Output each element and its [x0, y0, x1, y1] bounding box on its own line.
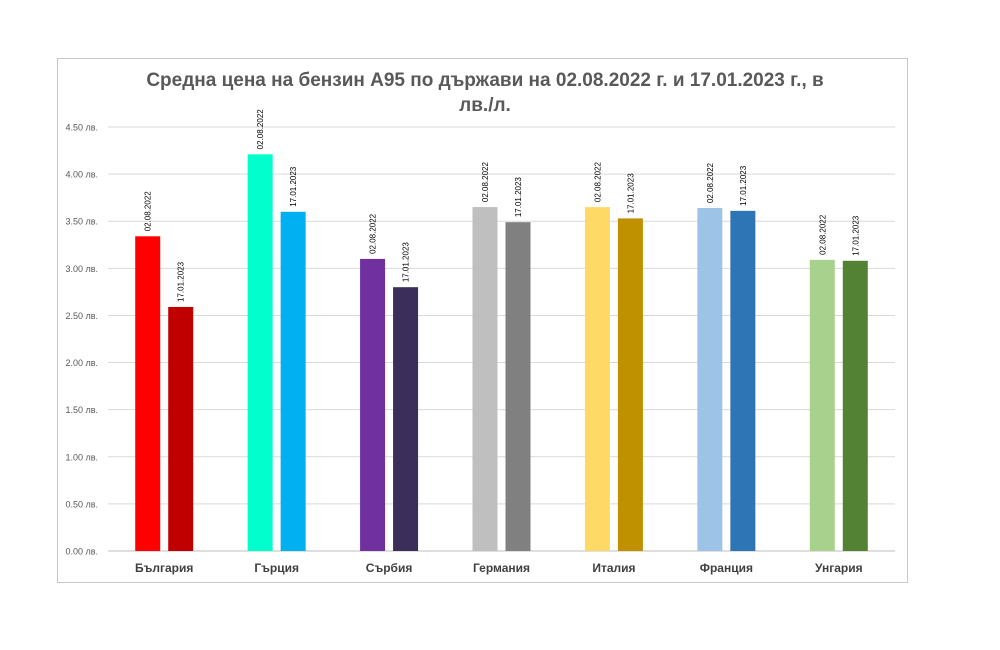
bar-data-label: 02.08.2022: [256, 109, 265, 150]
bar-series1: [472, 207, 498, 552]
bar-data-label: 02.08.2022: [144, 191, 153, 232]
bar-data-label: 17.01.2023: [739, 165, 748, 206]
bar-data-label: 17.01.2023: [402, 242, 411, 283]
x-tick-label: България: [135, 561, 193, 575]
bar-data-label: 02.08.2022: [593, 161, 602, 202]
x-tick-label: Германия: [473, 561, 530, 575]
bar-data-label: 17.01.2023: [289, 166, 298, 207]
y-tick-label: 2.00 лв.: [65, 358, 98, 368]
x-tick-label: Италия: [592, 561, 635, 575]
bar-series2: [730, 210, 756, 551]
chart-title: Средна цена на бензин А95 по държави на …: [146, 70, 824, 116]
bar-series2: [617, 218, 643, 551]
bar-series1: [360, 258, 386, 551]
x-axis-ticks: България Гърция Сърбия Германия Италия Франци…: [135, 561, 863, 575]
bar-data-label: 17.01.2023: [851, 215, 860, 256]
bar-series2: [505, 222, 531, 552]
y-axis-ticks: 0.00 лв. 0.50 лв. 1.00 лв. 1.50 лв. 2.00 лв.…: [65, 123, 98, 557]
gridlines: [108, 126, 895, 552]
bar-series1: [809, 259, 835, 551]
x-tick-label: Сърбия: [366, 561, 413, 575]
bar-data-label: 17.01.2023: [514, 177, 523, 218]
y-tick-label: 4.00 лв.: [65, 170, 98, 180]
bar-series2: [842, 260, 868, 551]
x-tick-label: Унгария: [815, 561, 863, 575]
bar-series1: [135, 236, 161, 551]
bar-series1: [584, 207, 610, 552]
bar-data-label: 17.01.2023: [626, 173, 635, 214]
y-tick-label: 1.00 лв.: [65, 452, 98, 462]
bar-series2: [393, 287, 419, 551]
bar-series1: [697, 208, 723, 551]
bars: [135, 154, 868, 552]
bar-data-label: 17.01.2023: [177, 261, 186, 302]
bar-series2: [280, 211, 306, 552]
x-tick-label: Гърция: [254, 561, 299, 575]
y-tick-label: 0.00 лв.: [65, 547, 98, 557]
bar-data-label: 02.08.2022: [818, 214, 827, 255]
bar-data-label: 02.08.2022: [706, 162, 715, 203]
bar-series2: [168, 306, 194, 551]
y-tick-label: 1.50 лв.: [65, 405, 98, 415]
data-labels: 02.08.2022 17.01.2023 02.08.2022 17.01.2023…: [144, 109, 861, 302]
y-tick-label: 0.50 лв.: [65, 499, 98, 509]
bar-data-label: 02.08.2022: [369, 213, 378, 254]
y-tick-label: 3.00 лв.: [65, 264, 98, 274]
y-tick-label: 4.50 лв.: [65, 123, 98, 133]
y-tick-label: 3.50 лв.: [65, 217, 98, 227]
y-tick-label: 2.50 лв.: [65, 311, 98, 321]
x-tick-label: Франция: [700, 561, 753, 575]
bar-data-label: 02.08.2022: [481, 161, 490, 202]
bar-series1: [247, 154, 273, 551]
